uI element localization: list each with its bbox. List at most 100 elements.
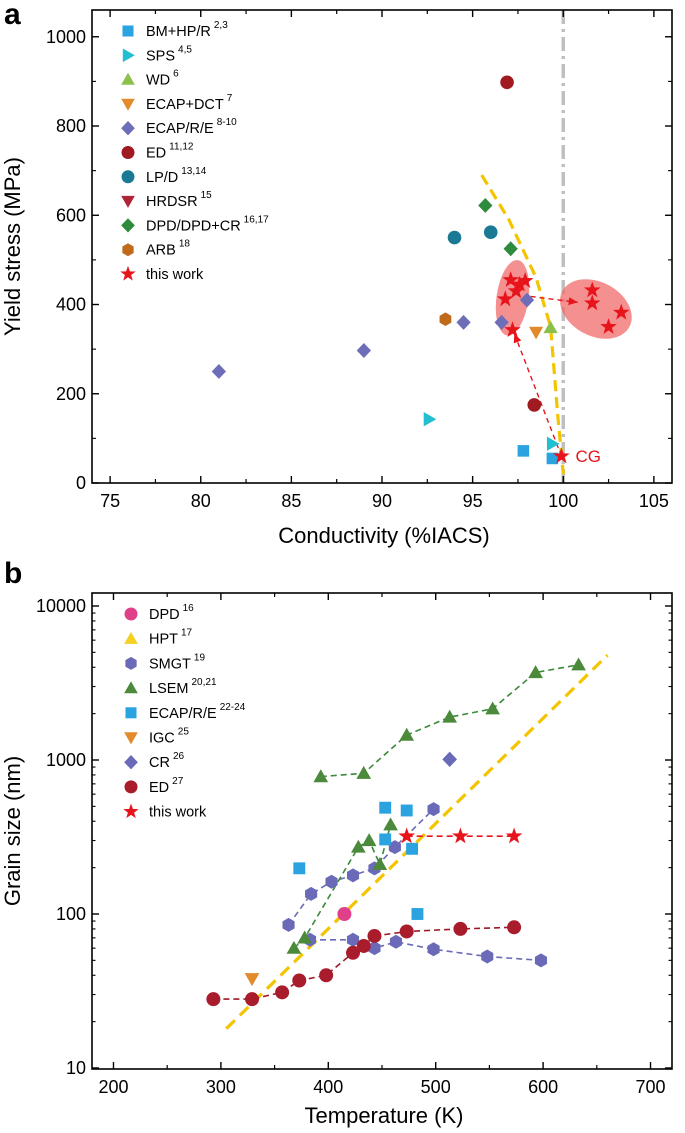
legend-b-legend-ref-dpd: 16 bbox=[183, 603, 195, 614]
point-lsem bbox=[286, 940, 302, 954]
legend-a-legend-marker-this-work bbox=[120, 265, 136, 281]
point-lsem bbox=[351, 839, 366, 853]
legend-a-legend-ref-ecap-r-e: 8-10 bbox=[217, 117, 237, 128]
legend-b-legend-label-igc: IGC bbox=[149, 731, 175, 747]
legend-a-legend-label-hrdsr: HRDSR bbox=[146, 194, 198, 210]
point-wd bbox=[543, 320, 558, 334]
point-this-work bbox=[553, 447, 570, 464]
legend-b-legend-ref-igc: 25 bbox=[178, 727, 190, 738]
point-lsem bbox=[571, 657, 586, 671]
legend-a-legend-label-ecap-r-e: ECAP/R/E bbox=[146, 121, 214, 137]
x-tick-label: 500 bbox=[421, 1077, 451, 1097]
legend-b-legend-ref-hpt: 17 bbox=[181, 628, 193, 639]
point-this-work-shifted bbox=[583, 281, 601, 298]
arrow-head bbox=[513, 333, 522, 344]
panel-label-b: b bbox=[4, 557, 22, 590]
y-tick-label: 100 bbox=[56, 904, 86, 924]
point-ecap-r-e bbox=[379, 833, 392, 846]
point-ed bbox=[275, 985, 290, 1000]
point-this-work-shifted bbox=[583, 294, 601, 311]
legend-a-legend-ref-hrdsr: 15 bbox=[201, 190, 213, 201]
point-lsem bbox=[297, 930, 313, 944]
point-sps bbox=[546, 436, 560, 451]
point-smgt bbox=[427, 802, 440, 817]
y-tick-label: 400 bbox=[56, 295, 86, 315]
legend-b-legend-ref-ed: 27 bbox=[172, 776, 184, 787]
point-ecap-r-e bbox=[293, 862, 306, 875]
legend-b-legend-marker-this-work bbox=[123, 803, 139, 819]
x-tick-label: 90 bbox=[372, 491, 392, 511]
dashed-arrow bbox=[513, 333, 563, 457]
x-tick-label: 200 bbox=[98, 1077, 128, 1097]
legend-b-legend-marker-smgt bbox=[125, 656, 137, 670]
legend-b-legend-label-cr: CR bbox=[149, 755, 170, 771]
y-tick-label: 1000 bbox=[46, 750, 86, 770]
point-ed bbox=[507, 920, 522, 935]
legend-b-legend-label-lsem: LSEM bbox=[149, 681, 189, 697]
point-smgt bbox=[305, 886, 318, 901]
point-ecap-r-e bbox=[400, 804, 413, 817]
point-ecap-r-e bbox=[356, 342, 372, 358]
legend-b-legend-marker-igc bbox=[124, 732, 138, 745]
point-bm-hp-r bbox=[517, 445, 530, 457]
point-smgt bbox=[388, 840, 401, 855]
point-dpd-dpd-cr bbox=[478, 197, 493, 213]
point-lsem bbox=[528, 665, 543, 679]
point-ed bbox=[367, 928, 382, 943]
point-smgt bbox=[346, 868, 360, 883]
point-smgt bbox=[481, 949, 494, 964]
point-this-work bbox=[516, 272, 534, 288]
point-this-work-shifted bbox=[600, 318, 617, 334]
annotation-cg: CG bbox=[575, 447, 601, 466]
connector-ed bbox=[213, 926, 515, 1000]
x-tick-label: 85 bbox=[281, 491, 301, 511]
y-tick-label: 1000 bbox=[46, 27, 86, 47]
point-this-work bbox=[452, 827, 469, 844]
legend-a-legend-marker-sps bbox=[122, 48, 135, 63]
point-lp-d bbox=[447, 230, 462, 245]
point-this-work bbox=[505, 827, 523, 844]
legend-a-legend-label-ecap-dct: ECAP+DCT bbox=[146, 97, 224, 113]
point-ed bbox=[527, 398, 542, 412]
y-tick-label: 600 bbox=[56, 205, 86, 225]
arrow-head bbox=[568, 297, 578, 306]
y-tick-label: 10 bbox=[66, 1058, 86, 1078]
point-ecap-r-e bbox=[494, 314, 509, 330]
point-sps bbox=[423, 412, 437, 427]
point-smgt bbox=[534, 953, 548, 968]
legend-a-legend-marker-wd bbox=[121, 72, 135, 85]
point-ed bbox=[500, 75, 514, 90]
x-tick-label: 75 bbox=[100, 491, 120, 511]
point-this-work bbox=[502, 271, 520, 288]
legend-b-legend-label-ecap-r-e: ECAP/R/E bbox=[149, 706, 217, 722]
point-ecap-r-e bbox=[406, 842, 419, 855]
point-smgt bbox=[346, 932, 360, 947]
point-this-work bbox=[511, 275, 529, 292]
legend-a-legend-label-wd: WD bbox=[146, 73, 170, 89]
x-tick-label: 600 bbox=[528, 1077, 558, 1097]
legend-b-legend-label-dpd: DPD bbox=[149, 607, 180, 623]
point-smgt bbox=[427, 942, 440, 957]
legend-b-legend-marker-cr bbox=[124, 755, 138, 770]
point-ed bbox=[346, 945, 360, 960]
legend-a-legend-marker-hrdsr bbox=[121, 195, 135, 208]
legend-b-legend-marker-ed bbox=[124, 780, 138, 794]
point-smgt bbox=[389, 934, 403, 949]
legend-b-legend-marker-lsem bbox=[124, 681, 138, 694]
x-tick-label: 700 bbox=[635, 1077, 665, 1097]
point-lsem bbox=[485, 701, 500, 715]
legend-b-legend-label-smgt: SMGT bbox=[149, 656, 191, 672]
point-cr bbox=[442, 751, 458, 768]
point-this-work-shifted bbox=[612, 303, 630, 320]
legend-a-legend-ref-lp-d: 13,14 bbox=[181, 166, 206, 177]
point-lsem bbox=[383, 817, 398, 831]
x-axis-title-a: Conductivity (%IACS) bbox=[278, 523, 490, 548]
x-tick-label: 95 bbox=[463, 491, 483, 511]
point-this-work bbox=[504, 321, 521, 338]
x-axis-title-b: Temperature (K) bbox=[305, 1103, 464, 1128]
connector-smgt bbox=[287, 808, 435, 926]
point-ed bbox=[356, 938, 371, 953]
point-ecap-r-e bbox=[411, 908, 424, 920]
point-ed bbox=[319, 968, 334, 983]
